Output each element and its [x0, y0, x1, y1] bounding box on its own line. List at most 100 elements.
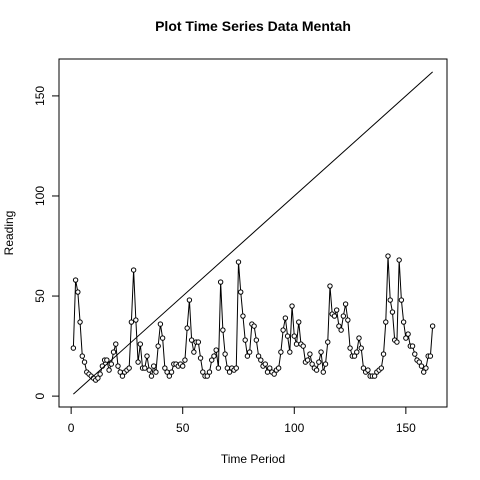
y-tick-label: 0: [33, 392, 47, 399]
point: [79, 353, 85, 359]
x-tick-label: 150: [396, 421, 416, 435]
point: [371, 373, 378, 379]
point: [195, 339, 202, 345]
point: [186, 297, 193, 303]
point: [226, 369, 233, 375]
point: [137, 341, 144, 347]
point: [421, 369, 427, 375]
point: [385, 253, 391, 259]
point: [345, 317, 351, 323]
point: [289, 303, 295, 309]
y-axis-label: Reading: [2, 211, 16, 256]
point: [188, 337, 195, 343]
point: [333, 307, 340, 313]
point: [280, 327, 286, 333]
point: [113, 341, 119, 347]
point: [142, 365, 148, 371]
point: [293, 341, 300, 347]
point: [427, 353, 434, 359]
point: [235, 259, 242, 265]
point: [70, 345, 77, 351]
point: [318, 349, 324, 355]
point: [115, 363, 121, 369]
point: [291, 333, 297, 339]
x-tick-label: 50: [176, 421, 190, 435]
point: [77, 319, 83, 325]
point: [316, 359, 322, 365]
point: [240, 313, 246, 319]
point: [157, 321, 164, 327]
point: [320, 369, 326, 375]
x-axis-label: Time Period: [221, 452, 285, 466]
point: [144, 353, 150, 359]
point: [360, 365, 367, 371]
point: [128, 319, 135, 325]
point: [322, 361, 329, 367]
point: [398, 297, 405, 303]
series-line: [72, 255, 434, 381]
point: [278, 349, 284, 355]
point: [148, 373, 155, 379]
point: [95, 375, 101, 381]
point: [271, 371, 277, 377]
point: [104, 357, 110, 363]
point: [242, 337, 248, 343]
point: [197, 355, 204, 361]
point: [378, 365, 385, 371]
point: [215, 365, 222, 371]
point: [244, 353, 251, 359]
point: [151, 363, 157, 369]
point: [168, 369, 175, 375]
point: [409, 343, 416, 349]
point: [429, 323, 436, 329]
point: [72, 277, 79, 283]
point: [342, 301, 349, 307]
chart-title: Plot Time Series Data Mentah: [155, 18, 351, 34]
point: [200, 369, 206, 375]
point: [304, 357, 311, 363]
y-tick-label: 150: [33, 86, 47, 106]
point: [336, 323, 342, 329]
point: [412, 351, 418, 357]
point: [209, 357, 215, 363]
point: [354, 349, 360, 355]
point: [313, 367, 320, 373]
series-line: [73, 71, 433, 395]
point: [405, 331, 411, 337]
point: [81, 359, 88, 365]
point: [253, 337, 260, 343]
point: [153, 369, 159, 375]
point: [347, 345, 353, 351]
point: [233, 365, 239, 371]
point: [133, 317, 139, 323]
point: [166, 373, 173, 379]
point: [258, 357, 264, 363]
point: [222, 351, 228, 357]
point: [213, 347, 219, 353]
point: [338, 327, 344, 333]
point: [119, 373, 126, 379]
point: [396, 257, 402, 263]
point: [255, 353, 262, 359]
point: [108, 361, 115, 367]
point: [130, 267, 137, 273]
point: [300, 343, 306, 349]
point: [238, 289, 244, 295]
y-tick-label: 50: [33, 289, 47, 303]
point: [403, 335, 409, 341]
point: [307, 351, 313, 357]
point: [217, 279, 224, 285]
point: [180, 363, 186, 369]
point: [204, 373, 210, 379]
point: [296, 319, 302, 325]
point: [106, 367, 112, 373]
point: [387, 297, 393, 303]
point: [282, 315, 289, 321]
point: [340, 313, 347, 319]
point: [246, 349, 253, 355]
point: [365, 367, 371, 373]
point: [126, 365, 132, 371]
x-tick-label: 100: [284, 421, 304, 435]
point: [135, 359, 141, 365]
